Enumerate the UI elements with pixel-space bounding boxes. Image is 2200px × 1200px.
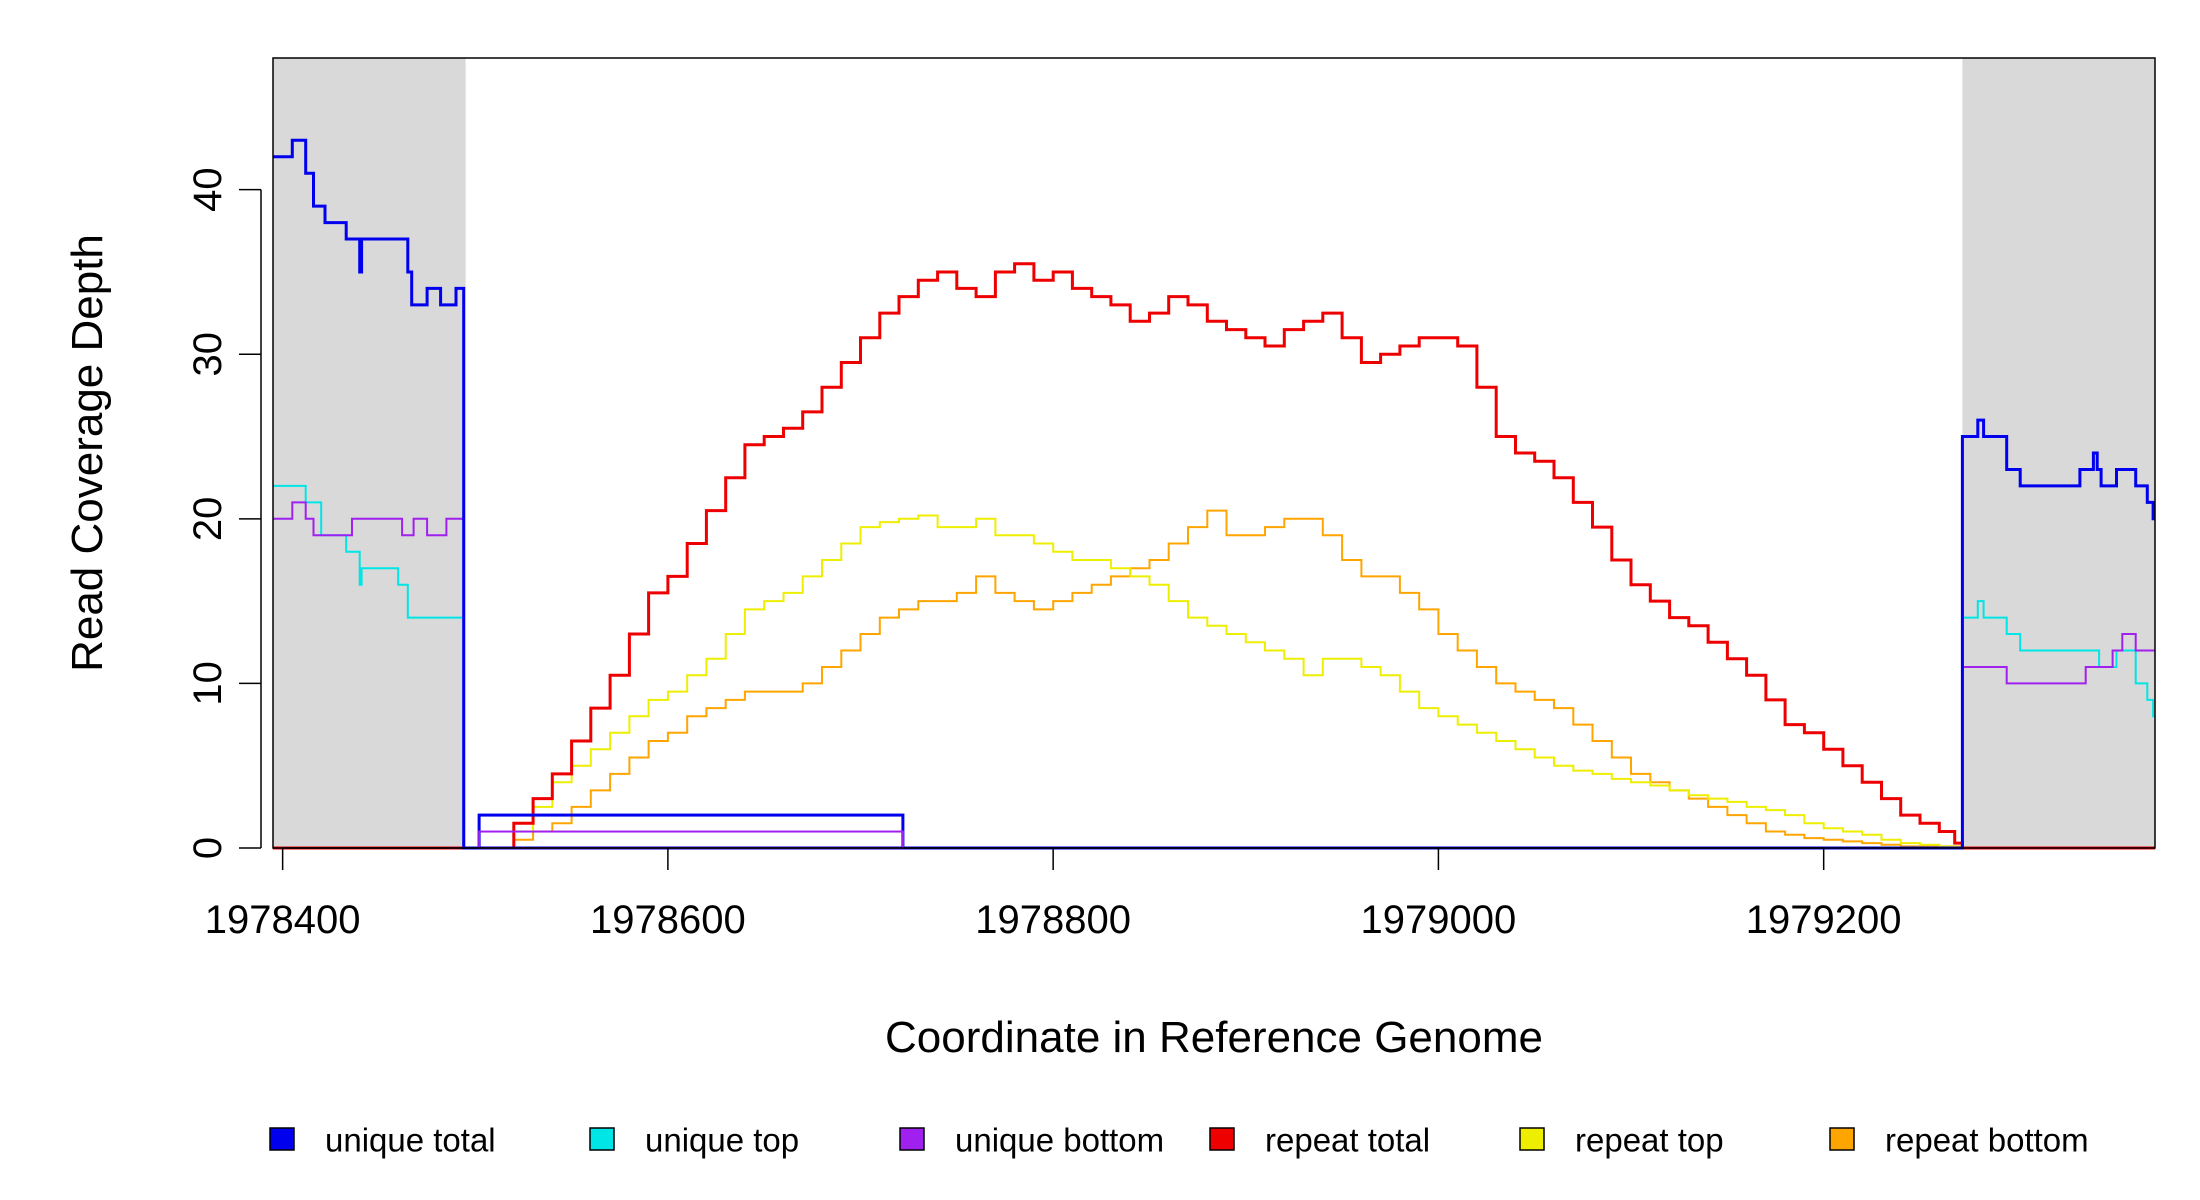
x-tick-label: 1979000: [1361, 898, 1517, 942]
unique-bottom-box: [478, 830, 904, 850]
y-tick-label: 20: [186, 497, 230, 542]
series-unique-top-line: [273, 484, 2155, 849]
x-tick-label: 1978800: [975, 898, 1131, 942]
x-tick-label: 1978600: [590, 898, 746, 942]
y-tick-label: 30: [186, 332, 230, 377]
y-tick-label: 10: [186, 661, 230, 706]
legend-label-repeat-total: repeat total: [1265, 1122, 1430, 1159]
shaded-region-2: [1962, 58, 2155, 848]
shaded-regions: [273, 58, 2155, 848]
y-tick-label: 40: [186, 167, 230, 212]
y-tick-label: 0: [186, 837, 230, 859]
legend-swatch-unique-bottom: [899, 1127, 925, 1151]
series-unique-total-line: [273, 138, 2155, 850]
x-tick-label: 1978400: [205, 898, 361, 942]
series-lines: [273, 138, 2155, 850]
legend-label-unique-total: unique total: [325, 1122, 496, 1159]
legend-swatch-repeat-top: [1519, 1127, 1545, 1151]
legend-label-unique-bottom: unique bottom: [955, 1122, 1164, 1159]
x-axis: 1978400 1978600 1978800 1979000 1979200: [205, 847, 1902, 942]
series-repeat-top-line: [273, 514, 2155, 849]
y-axis: 0 10 20 30 40: [186, 167, 262, 859]
legend-label-unique-top: unique top: [645, 1122, 799, 1159]
legend: unique total unique top unique bottom repea…: [269, 1122, 2089, 1159]
series-unique-bottom-line: [273, 501, 2155, 849]
series-repeat-total-line: [273, 262, 2155, 850]
legend-swatch-unique-total: [269, 1127, 295, 1151]
plot-frame: [272, 57, 2156, 849]
legend-swatch-repeat-total: [1209, 1127, 1235, 1151]
x-axis-title: Coordinate in Reference Genome: [885, 1013, 1543, 1062]
series-repeat-bottom-line: [273, 509, 2155, 849]
x-tick-label: 1979200: [1746, 898, 1902, 942]
legend-label-repeat-top: repeat top: [1575, 1122, 1724, 1159]
y-axis-title: Read Coverage Depth: [63, 234, 112, 672]
legend-swatch-repeat-bottom: [1829, 1127, 1855, 1151]
shaded-region-1: [273, 58, 466, 848]
legend-swatch-unique-top: [589, 1127, 615, 1151]
annotation-boxes: [477, 813, 905, 850]
legend-label-repeat-bottom: repeat bottom: [1885, 1122, 2089, 1159]
